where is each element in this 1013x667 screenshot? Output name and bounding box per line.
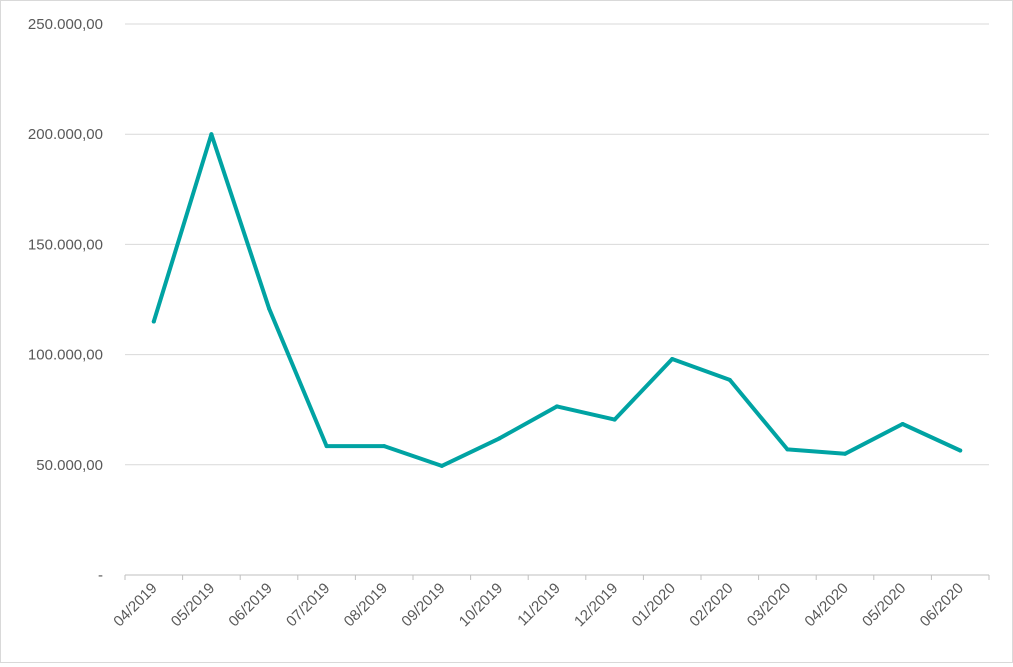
x-axis <box>124 574 990 580</box>
y-tick-label: 50.000,00 <box>36 457 103 474</box>
y-tick-label: 200.000,00 <box>28 126 103 143</box>
data-point <box>324 444 329 449</box>
x-tick-label: 04/2020 <box>801 580 851 630</box>
x-tick-label: 05/2020 <box>859 580 909 630</box>
x-tick-label: 05/2019 <box>168 580 218 630</box>
x-tick-label: 02/2020 <box>686 580 736 630</box>
data-point <box>900 422 905 427</box>
data-point <box>151 319 156 324</box>
gridlines <box>125 23 989 466</box>
data-point <box>670 357 675 362</box>
data-point <box>843 451 847 456</box>
data-point <box>209 132 214 137</box>
y-tick-label: 150.000,00 <box>28 236 103 253</box>
data-point <box>382 444 387 449</box>
x-tick-label: 06/2020 <box>917 580 967 630</box>
x-tick-label: 10/2019 <box>456 580 506 630</box>
data-point <box>727 377 732 382</box>
data-point <box>267 306 271 311</box>
data-point <box>958 448 963 453</box>
series-layer <box>151 132 963 468</box>
x-tick-label: 03/2020 <box>744 580 794 630</box>
x-tick-label: 11/2019 <box>514 580 564 630</box>
data-point <box>439 463 444 468</box>
x-tick-label: 12/2019 <box>571 580 621 630</box>
x-tick-label: 06/2019 <box>225 580 275 630</box>
x-axis-tick-labels: 04/2019 05/2019 06/2019 07/2019 08/2019 09/20… <box>110 580 967 630</box>
x-tick-label: 09/2019 <box>398 580 448 630</box>
x-tick-label: 08/2019 <box>341 580 391 630</box>
x-tick-label: 01/2020 <box>629 580 679 630</box>
series-line <box>151 132 963 468</box>
x-tick-label: 07/2019 <box>283 580 333 630</box>
y-tick-label: 100.000,00 <box>28 347 103 364</box>
data-point <box>612 417 617 422</box>
y-axis-tick-labels: - 50.000,00 100.000,00 150.000,00 200.000,00… <box>28 16 103 584</box>
data-point <box>555 404 559 409</box>
data-point <box>785 447 790 452</box>
data-point <box>497 436 502 441</box>
y-tick-label: - <box>98 567 103 584</box>
y-tick-label: 250.000,00 <box>28 16 103 33</box>
x-tick-label: 04/2019 <box>110 580 160 630</box>
